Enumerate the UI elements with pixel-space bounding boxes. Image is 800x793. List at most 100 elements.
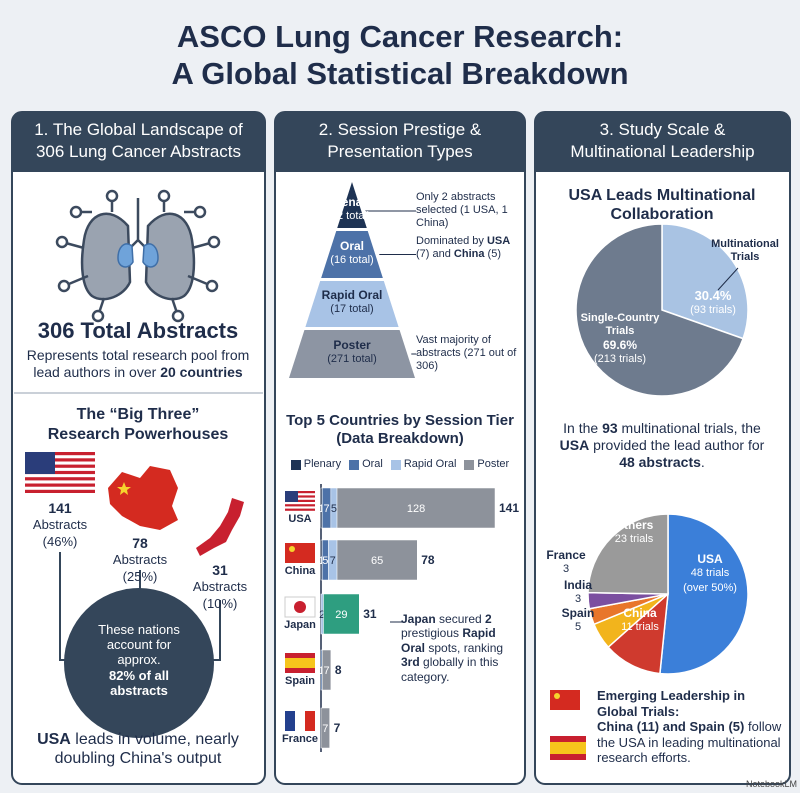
pyramid-tier [321,231,383,278]
total-label: 78 [421,553,435,567]
segment-label: 128 [407,503,425,515]
chart-annotation: Japan secured 2 prestigious Rapid Oral s… [401,612,519,684]
country-count: 141 [48,500,72,516]
slice-value: 23 trials [614,533,654,545]
china-map [108,466,178,530]
pyramid-tier [305,281,399,327]
bold-text: 20 countries [160,363,243,380]
tier-count: (2 total) [333,210,371,222]
segment-label: 5 [322,555,328,567]
japan-map [196,498,244,556]
flag-stripe [25,464,95,468]
tier-count: (16 total) [330,253,374,266]
network-node [105,189,119,203]
tier-note: Dominated by USA (7) and China (5) [416,235,520,261]
text: leads in volume, nearly doubling China's… [54,731,244,768]
bold-text: USA [559,436,590,453]
flag-stripe [25,452,95,456]
slice-name: Single-Country Trials [580,312,660,338]
pie-slice [575,223,745,397]
bold-text: USA [37,731,71,748]
slice-count: (93 trials) [690,304,736,316]
bold-text: 2 [485,612,492,626]
segment-label: 7 [330,555,336,567]
legend-label: Poster [477,458,510,470]
flag-stripe [285,499,315,502]
network-node [205,279,219,293]
segment-label: 1 [319,503,325,515]
flag-stripe [285,491,315,494]
segment-label: 1 [319,665,325,677]
country-share: (25%) [122,569,158,584]
pyramid-tier [337,182,367,228]
total-label: 31 [363,607,377,621]
segment-label: 7 [323,503,329,515]
big-three-title: The “Big Three” [76,406,200,423]
text: (7) and [416,234,514,260]
panel-heading: 2. Session Prestige & [318,120,482,139]
network-node [171,309,185,323]
flag-stripe [285,504,315,507]
pie-slice [587,513,669,595]
slice-value: 30.4% [694,288,732,303]
middle-text: In the 93 multinational trials, the USA … [552,420,772,470]
flag-stripe [285,508,315,511]
panel-heading: 3. Study Scale & [599,120,726,139]
network-node [57,279,71,293]
legend-swatch [390,459,401,470]
legend-item: Rapid Oral [390,458,456,471]
tier-count: (17 total) [330,303,374,315]
tier-name: Rapid Oral [321,288,383,302]
slice-value: 48 trials [690,567,730,579]
pyramid-tier [289,330,415,378]
bold-text: Rapid Oral [401,626,500,655]
legend-label: Plenary [303,458,342,470]
slice-count: (213 trials) [594,353,646,365]
bold-text: 3rd [401,655,420,670]
legend-swatch [349,459,360,470]
text: Vast majority of abstracts (271 out of 3… [416,334,520,373]
text: (5) [484,247,501,260]
flag-field [285,543,315,563]
watermark: NotebookLM [745,779,797,789]
big-three-title: Research Powerhouses [47,426,229,443]
segment-label: 2 [319,609,325,621]
tier-note: Vast majority of abstracts (271 out of 3… [416,334,520,374]
panel-heading: Presentation Types [327,142,473,161]
pie-slice [659,513,749,675]
slice-value: 11 trials [621,621,659,633]
lung-lobe [144,212,196,301]
lung-icon [55,189,221,323]
text: Only 2 abstracts selected (1 USA, 1 Chin… [416,191,511,230]
bar-segment [336,487,496,529]
circle-note: account for [106,637,172,652]
panel-heading: 306 Lung Cancer Abstracts [35,142,242,161]
slice-value: 3 [562,563,570,575]
text: In the [563,420,603,436]
country-share: (10%) [202,596,238,611]
country-count: 31 [212,562,228,578]
flag-band [295,711,305,731]
country-share: (46%) [42,534,78,549]
bar-segment [320,707,330,749]
flag-stripe [25,477,95,481]
bold-text: 48 abstracts [619,453,701,470]
legend-label: Oral [362,458,383,470]
chart-title: USA Leads Multinational Collaboration [568,187,756,224]
text: multinational trials, the [617,420,765,436]
bold-text: 93 [602,420,618,436]
flag-band [305,711,315,731]
circle-bold: abstracts [110,683,168,698]
text: provided the lead author for [589,436,769,453]
legend-item: Oral [349,458,383,471]
circle-note: approx. [117,652,161,667]
text: globally in this category. [401,655,502,684]
text: prestigious [401,612,496,641]
text: secured [435,612,486,626]
segment-label: 65 [371,555,383,567]
segment-label: 1 [319,555,325,567]
flag-disc [294,601,306,613]
category-label: China [284,565,316,577]
